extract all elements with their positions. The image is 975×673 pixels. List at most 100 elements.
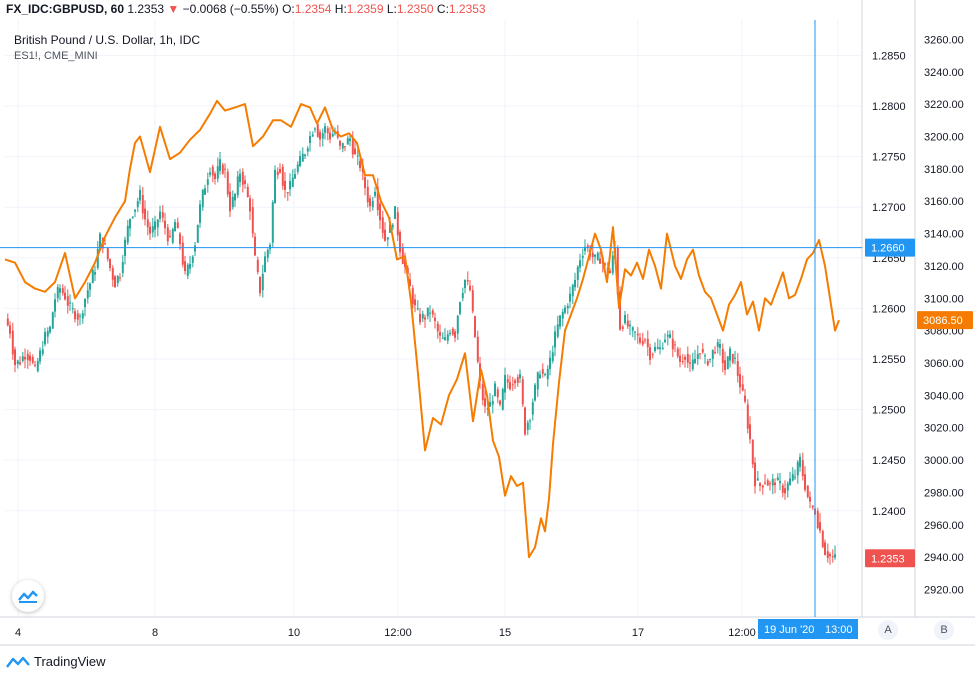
candle-body — [384, 229, 386, 241]
candle-body — [134, 209, 136, 212]
candle-body — [341, 143, 344, 149]
candle — [31, 354, 34, 365]
candle-body — [304, 154, 306, 156]
candle-body — [426, 307, 429, 317]
candle-body — [309, 135, 311, 144]
candle-body — [654, 346, 656, 352]
tradingview-badge[interactable] — [12, 580, 44, 612]
candle-body — [324, 126, 326, 133]
candle — [211, 164, 214, 183]
candle-body — [534, 384, 536, 401]
candle-body — [774, 482, 776, 486]
candle — [446, 330, 449, 345]
candle — [94, 265, 96, 281]
candle — [519, 369, 521, 384]
candle — [269, 242, 271, 255]
candle-body — [224, 168, 226, 170]
candle-body — [789, 478, 791, 485]
candle — [636, 327, 639, 344]
candle-body — [226, 171, 229, 195]
candle-body — [444, 337, 446, 340]
candle — [296, 161, 299, 175]
time-axis-tick-label: 12:00 — [384, 627, 412, 639]
candle — [489, 393, 491, 407]
candle — [16, 359, 19, 369]
scale-button-b[interactable]: B — [934, 620, 954, 640]
candle — [494, 381, 496, 397]
candle-body — [551, 352, 554, 361]
time-axis: 4 8 10 12:00 15 17 12:00 — [15, 627, 756, 639]
candle-body — [626, 320, 629, 327]
candle-body — [566, 305, 569, 309]
close-label: C: — [436, 2, 449, 16]
candle — [151, 217, 154, 238]
candle — [164, 212, 166, 235]
candle — [551, 345, 554, 364]
candle — [249, 194, 251, 220]
candle — [89, 282, 91, 297]
candle-body — [701, 348, 704, 353]
candle — [326, 125, 329, 141]
footer-brand[interactable]: TradingView — [6, 654, 106, 669]
candle — [781, 483, 784, 498]
symbol-name[interactable]: FX_IDC:GBPUSD, 60 — [6, 2, 125, 16]
overlay-series-title[interactable]: ES1!, CME_MINI — [14, 50, 98, 62]
candle — [689, 354, 691, 372]
candle — [141, 186, 144, 220]
right-axis-tick-label: 3180.00 — [924, 164, 964, 176]
candle-body — [791, 474, 794, 481]
candle-body — [594, 254, 596, 257]
candle — [516, 374, 519, 387]
open-label: O: — [282, 2, 295, 16]
candle-body — [574, 279, 576, 288]
candle — [811, 505, 814, 510]
crosshair-price-badge-text: 1.2660 — [871, 243, 905, 255]
candle — [549, 350, 551, 376]
candle — [409, 272, 411, 287]
candle — [626, 313, 629, 329]
candle — [256, 256, 259, 275]
candle-body — [314, 128, 316, 130]
candle-body — [831, 556, 834, 558]
candle-body — [231, 196, 234, 208]
candle — [789, 471, 791, 486]
candle — [286, 191, 289, 201]
candle — [281, 163, 284, 190]
candle — [369, 195, 371, 212]
candle — [414, 294, 416, 313]
candle-body — [239, 173, 241, 183]
candle — [779, 472, 781, 491]
candle — [131, 216, 134, 220]
candle-body — [611, 255, 614, 273]
candle — [421, 310, 424, 323]
candle — [264, 251, 266, 273]
candle — [324, 122, 326, 140]
change-arrow-icon: ▼ — [167, 2, 180, 16]
candle-body — [526, 422, 529, 430]
candle — [259, 276, 261, 297]
candle-body — [786, 483, 789, 491]
candle-body — [676, 348, 679, 357]
candle-body — [296, 164, 299, 172]
candle-body — [561, 311, 564, 319]
candle — [381, 210, 384, 239]
candle — [834, 545, 836, 560]
candle — [669, 330, 671, 339]
candle-body — [726, 356, 729, 370]
auto-scale-button[interactable]: A — [878, 620, 898, 640]
candle — [729, 346, 731, 368]
candle-body — [586, 245, 589, 249]
main-series-title[interactable]: British Pound / U.S. Dollar, 1h, IDC — [14, 33, 201, 47]
right-axis-tick-label: 3020.00 — [924, 423, 964, 435]
candle — [54, 293, 56, 318]
candle-body — [696, 353, 699, 359]
candle — [491, 395, 494, 414]
candle-body — [266, 249, 269, 258]
candle-body — [751, 439, 754, 465]
candle — [69, 294, 71, 311]
candle-body — [156, 219, 159, 228]
candle-body — [579, 260, 581, 268]
candle-body — [141, 195, 144, 214]
candle-body — [724, 360, 726, 370]
